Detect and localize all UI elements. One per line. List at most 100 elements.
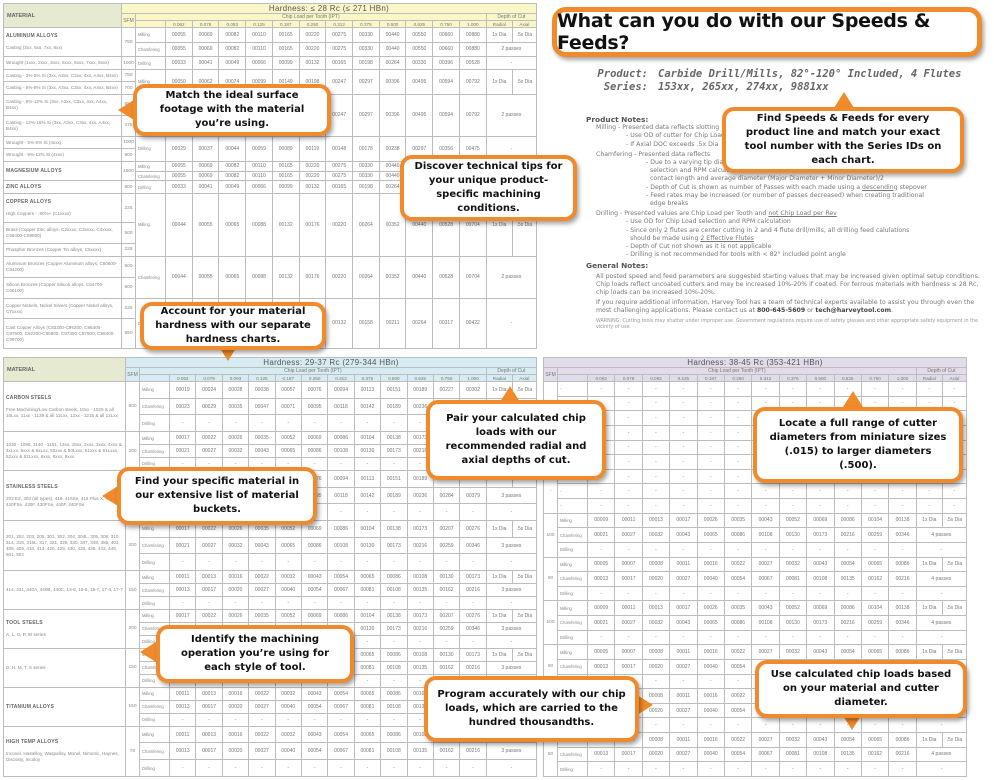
chip-load-cell: 00238 — [378, 135, 407, 162]
chip-load-cell: 00016 — [696, 688, 725, 704]
chip-load-cell: 00043 — [806, 556, 835, 573]
radial-doc-cell: 1x Dia — [485, 570, 513, 585]
product-value: Carbide Drill/Mills, 82°-120° Included, … — [658, 68, 962, 80]
chip-load-cell: 00086 — [327, 609, 355, 623]
chip-load-cell: 00162 — [860, 746, 890, 763]
chip-load-cell: 00113 — [353, 381, 382, 399]
chip-load-cell: 00065 — [860, 732, 890, 748]
chip-load-cell: 00043 — [751, 512, 780, 529]
chip-load-cell: - — [860, 381, 890, 397]
chip-load-cell: - — [168, 596, 197, 610]
note-line: - Drilling is not recommended for tools … — [626, 251, 846, 259]
sfm-cell: 200 — [125, 609, 140, 649]
chip-load-cell: 00138 — [380, 520, 408, 538]
chip-load-cell: 00069 — [191, 41, 220, 58]
chip-load-cell: - — [860, 585, 890, 602]
chip-load-cell: - — [300, 759, 329, 777]
callout-tips: Discover technical tips for your unique … — [400, 155, 577, 221]
chip-load-cell: 00076 — [300, 381, 329, 399]
chip-load-cell: 00017 — [614, 658, 643, 675]
chip-load-cell: - — [696, 761, 725, 777]
chip-load-cell: 00176 — [298, 192, 327, 257]
chip-load-cell: 00022 — [248, 570, 276, 585]
chip-load-cell: - — [778, 629, 808, 646]
chip-load-cell: 00086 — [300, 444, 329, 458]
chip-load-cell: 00118 — [327, 486, 355, 505]
diameter-header: 1.000 — [458, 20, 487, 28]
chip-load-cell: 00275 — [325, 27, 354, 43]
chip-load-cell: 00011 — [614, 512, 643, 529]
material-cell: ALUMINUM ALLOYS Casting (2xx, 5xx, 7xx, 8… — [3, 26, 122, 58]
chip-load-cell: 00067 — [751, 746, 780, 763]
chip-load-cell: - — [833, 761, 862, 777]
chip-load-cell: 00054 — [300, 699, 329, 714]
chip-load-cell: - — [327, 596, 355, 610]
diameter-header: 1.000 — [459, 374, 487, 382]
chip-load-cell: - — [353, 712, 382, 727]
chip-load-cell: - — [641, 410, 671, 426]
chip-load-cell: 00220 — [325, 255, 354, 299]
depth-of-cut-cell: - — [915, 629, 968, 646]
chip-load-cell: - — [327, 457, 355, 471]
chip-load-cell: - — [723, 483, 753, 499]
chip-load-cell: 00024 — [195, 381, 223, 399]
sfm-cell: 200 — [125, 431, 140, 471]
chip-load-cell: 00043 — [669, 527, 698, 543]
chip-load-cell: 00055 — [165, 170, 193, 182]
chip-load-cell: 00011 — [614, 600, 643, 616]
chip-load-cell: 00013 — [641, 512, 671, 529]
operation-label: Chamfering — [139, 444, 170, 458]
chip-load-cell: - — [248, 553, 276, 572]
operation-label: Milling — [135, 27, 166, 43]
chip-load-cell: 00165 — [271, 160, 300, 172]
chip-load-cell: 00054 — [300, 742, 329, 761]
depth-of-cut-cell: 4 passes — [915, 615, 968, 631]
chip-load-cell: 00013 — [168, 742, 197, 761]
axial-doc-cell: .5x Dia — [511, 27, 538, 43]
chip-load-cell: 00110 — [245, 27, 273, 43]
operation-label: Chamfering — [139, 742, 170, 761]
chip-load-cell: 00029 — [165, 135, 193, 162]
chip-load-cell: 00052 — [274, 431, 302, 446]
chip-load-cell: 00132 — [298, 56, 327, 70]
chip-load-cell: - — [723, 761, 753, 777]
chip-load-cell: 00040 — [274, 583, 302, 598]
chip-load-cell: - — [888, 717, 917, 733]
chip-load-cell: 00065 — [274, 536, 302, 555]
chip-load-cell: 00022 — [248, 725, 276, 744]
phone-number[interactable]: 800-645-5609 — [756, 307, 806, 315]
chip-load-cell: 00017 — [168, 431, 197, 446]
chip-load-cell: 00104 — [353, 520, 382, 538]
email-link[interactable]: tech@harveytool.com — [815, 307, 892, 315]
table-row: Drilling------------- — [544, 585, 968, 602]
chip-load-cell: 00067 — [751, 571, 780, 587]
chip-load-cell: 00108 — [380, 742, 408, 761]
axial-doc-cell: .5x Dia — [941, 512, 968, 529]
chip-load-cell: 00069 — [191, 170, 220, 182]
notes-panel: Product Notes: Milling - Presented data … — [586, 115, 986, 331]
chip-load-cell: - — [614, 541, 643, 558]
operation-label: Drilling — [135, 56, 166, 70]
chip-load-cell: - — [669, 454, 698, 470]
chip-load-cell: 00173 — [459, 570, 487, 585]
chip-load-cell: 00086 — [888, 556, 917, 573]
chip-load-cell: - — [327, 759, 355, 777]
chip-load-cell: - — [406, 596, 434, 610]
diameter-header: 0.093 — [218, 20, 247, 28]
chip-load-cell: 00082 — [218, 27, 247, 43]
chip-load-cell: 00026 — [696, 512, 725, 529]
chip-load-cell: 00216 — [406, 621, 434, 636]
chip-load-cell: 00216 — [459, 583, 487, 598]
chip-load-cell: - — [406, 503, 434, 522]
chip-load-cell: 00069 — [191, 160, 220, 172]
chip-load-cell: 00220 — [325, 192, 354, 257]
axial-doc-cell: .5x Dia — [511, 570, 538, 585]
chip-load-cell: 00017 — [168, 609, 197, 623]
chip-load-cell: 00104 — [353, 431, 382, 446]
note-line: selection and RPM calculation — [650, 167, 743, 175]
chip-load-cell: - — [459, 553, 487, 572]
chip-load-cell: - — [195, 712, 223, 727]
axial-doc-cell: - — [941, 381, 968, 397]
